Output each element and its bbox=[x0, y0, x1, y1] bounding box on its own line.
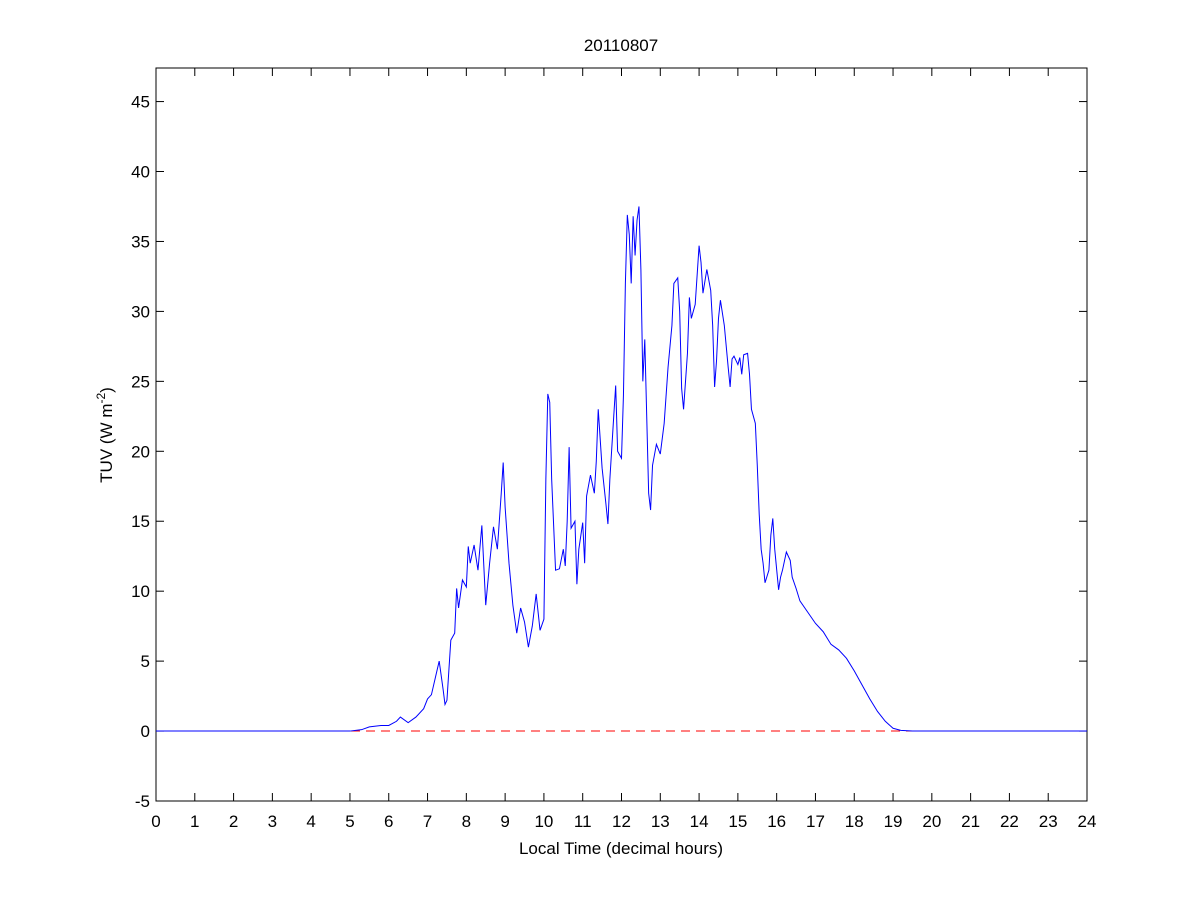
x-tick-label: 17 bbox=[806, 812, 825, 831]
y-tick-label: 0 bbox=[141, 722, 150, 741]
x-tick-label: 3 bbox=[268, 812, 277, 831]
x-tick-label: 15 bbox=[728, 812, 747, 831]
y-tick-label: 30 bbox=[131, 302, 150, 321]
data-line bbox=[156, 206, 1087, 732]
y-tick-label: 15 bbox=[131, 512, 150, 531]
y-tick-label: 20 bbox=[131, 442, 150, 461]
x-tick-label: 9 bbox=[500, 812, 509, 831]
x-tick-label: 22 bbox=[1000, 812, 1019, 831]
x-axis-label: Local Time (decimal hours) bbox=[519, 839, 723, 858]
x-tick-label: 2 bbox=[229, 812, 238, 831]
x-tick-label: 4 bbox=[306, 812, 315, 831]
x-tick-label: 1 bbox=[190, 812, 199, 831]
plot-frame bbox=[155, 67, 1088, 802]
y-tick-label: 5 bbox=[141, 652, 150, 671]
y-axis-label-main: TUV (W m bbox=[97, 404, 116, 483]
x-tick-label: 6 bbox=[384, 812, 393, 831]
x-tick-label: 10 bbox=[534, 812, 553, 831]
y-tick-label: -5 bbox=[135, 792, 150, 811]
y-axis-label-end: ) bbox=[97, 387, 116, 393]
y-tick-label: 10 bbox=[131, 582, 150, 601]
x-tick-label: 0 bbox=[151, 812, 160, 831]
x-tick-label: 8 bbox=[462, 812, 471, 831]
x-tick-label: 16 bbox=[767, 812, 786, 831]
x-tick-label: 14 bbox=[690, 812, 709, 831]
x-tick-label: 23 bbox=[1039, 812, 1058, 831]
y-axis-label: TUV (W m-2) bbox=[94, 387, 116, 483]
x-tick-label: 21 bbox=[961, 812, 980, 831]
x-tick-label: 7 bbox=[423, 812, 432, 831]
x-tick-label: 20 bbox=[922, 812, 941, 831]
y-axis-label-exponent: -2 bbox=[94, 393, 108, 404]
x-tick-label: 5 bbox=[345, 812, 354, 831]
x-tick-label: 13 bbox=[651, 812, 670, 831]
y-tick-label: 35 bbox=[131, 232, 150, 251]
y-tick-label: 45 bbox=[131, 93, 150, 112]
y-tick-label: 25 bbox=[131, 372, 150, 391]
x-tick-label: 12 bbox=[612, 812, 631, 831]
x-tick-label: 19 bbox=[884, 812, 903, 831]
y-tick-label: 40 bbox=[131, 163, 150, 182]
x-tick-label: 18 bbox=[845, 812, 864, 831]
x-tick-label: 24 bbox=[1078, 812, 1097, 831]
chart-title: 20110807 bbox=[584, 36, 658, 55]
x-tick-label: 11 bbox=[574, 812, 592, 831]
